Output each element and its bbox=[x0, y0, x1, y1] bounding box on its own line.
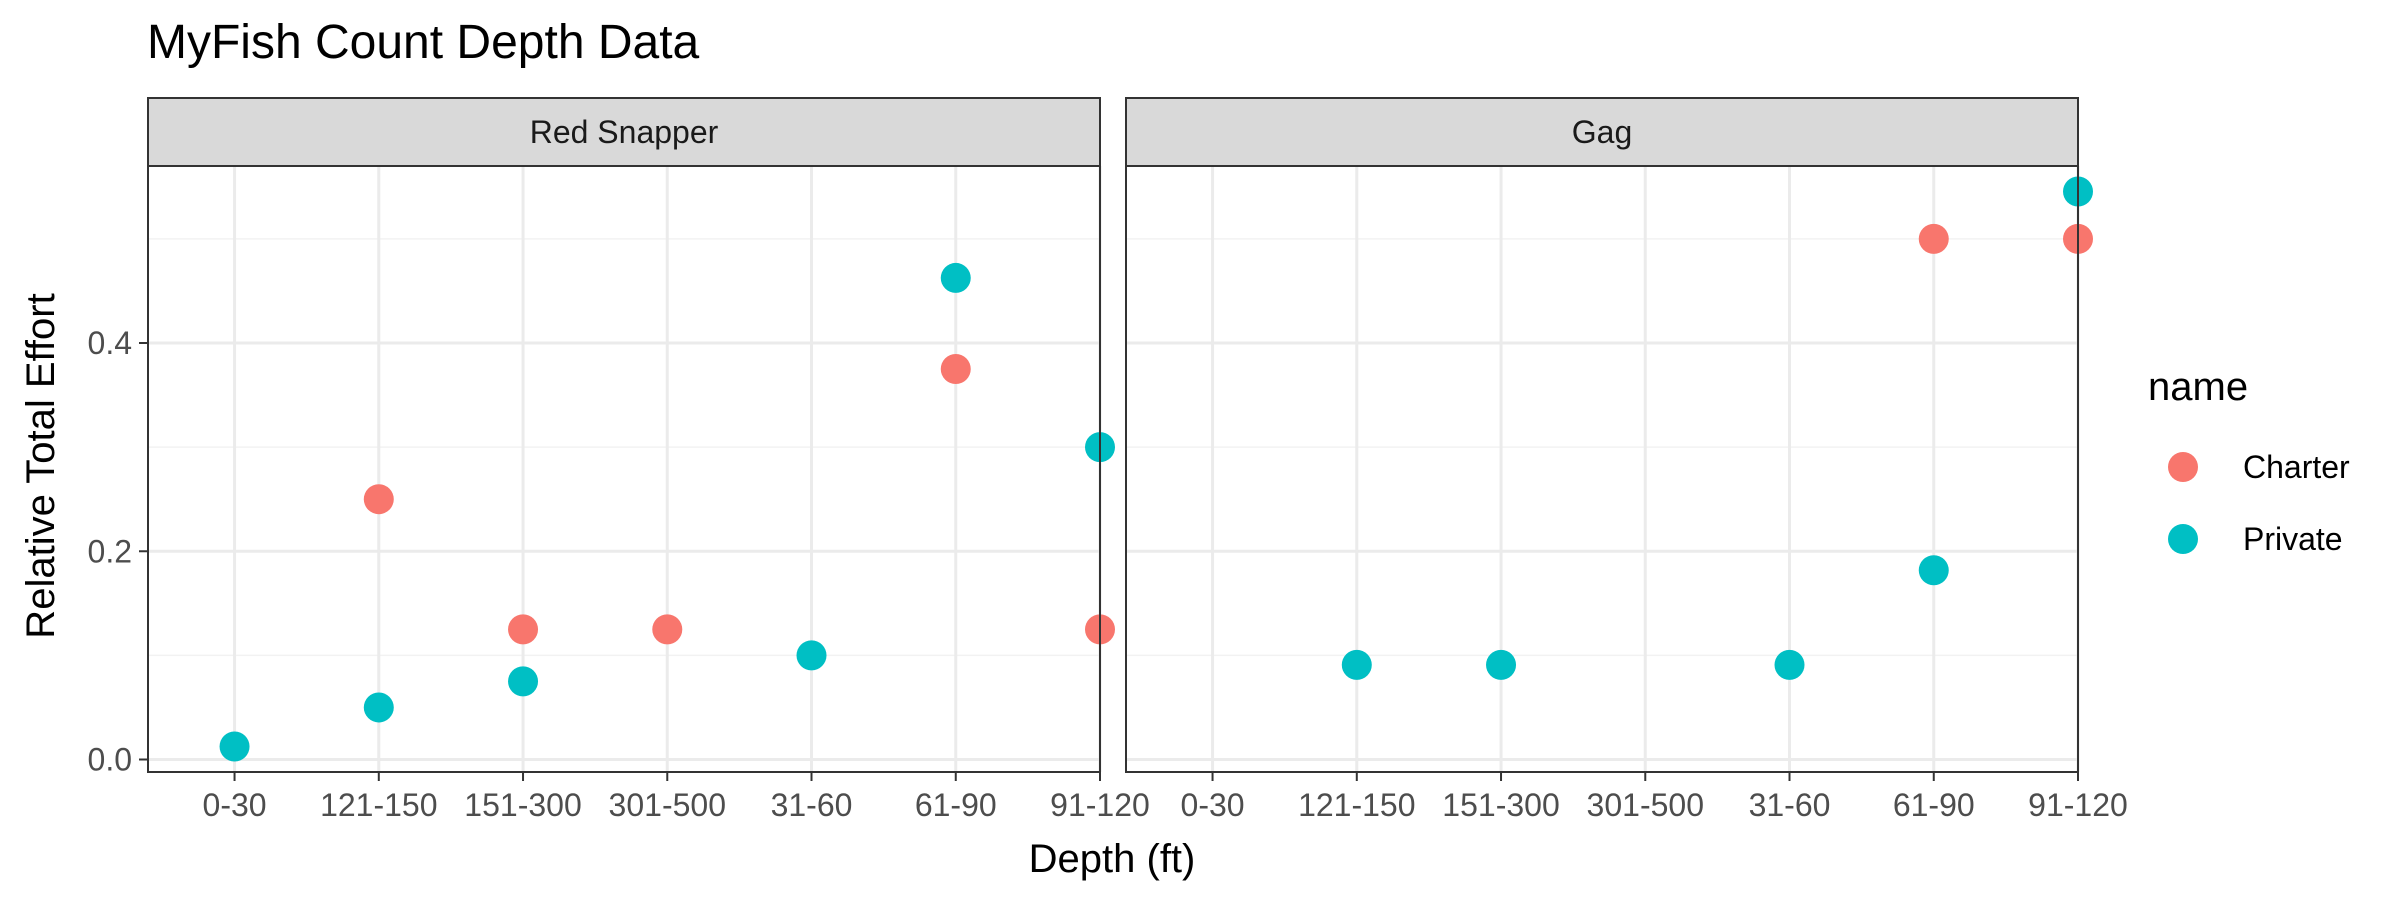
data-point-private bbox=[940, 262, 971, 293]
chart-title: MyFish Count Depth Data bbox=[147, 16, 700, 69]
data-point-private bbox=[508, 666, 539, 697]
data-point-private bbox=[219, 731, 250, 762]
data-point-charter bbox=[363, 484, 394, 515]
x-tick-label: 31-60 bbox=[1749, 787, 1831, 823]
y-tick-label: 0.4 bbox=[88, 325, 132, 361]
plot-background bbox=[148, 166, 1100, 772]
panel-border bbox=[1125, 165, 2079, 773]
data-point-private bbox=[1341, 649, 1372, 680]
panel-1: Red Snapper 0-30 121-150 151-300 301-500 31-6… bbox=[88, 97, 1150, 823]
x-tick-label: 121-150 bbox=[320, 787, 437, 823]
facet-strip-label: Red Snapper bbox=[530, 114, 719, 150]
legend-key-private bbox=[2168, 524, 2198, 554]
x-tick-label: 61-90 bbox=[915, 787, 997, 823]
panel-2: Gag 0-30 121-150 151-300 301-500 31-60 61-90 91… bbox=[1125, 97, 2128, 823]
x-tick-label: 301-500 bbox=[609, 787, 726, 823]
data-point-private bbox=[1918, 555, 1949, 586]
panels-layer: Red Snapper 0-30 121-150 151-300 301-500 31-6… bbox=[88, 97, 2128, 823]
data-point-charter bbox=[652, 614, 683, 645]
data-point-private bbox=[796, 640, 827, 671]
x-tick-label: 0-30 bbox=[203, 787, 267, 823]
legend: name Charter Private bbox=[2148, 365, 2350, 557]
x-tick-label: 151-300 bbox=[1442, 787, 1559, 823]
facet-strip bbox=[147, 97, 1101, 167]
data-point-charter bbox=[1918, 223, 1949, 254]
x-axis-label: Depth (ft) bbox=[1029, 837, 1196, 881]
x-tick-label: 91-120 bbox=[1050, 787, 1150, 823]
x-tick-label: 121-150 bbox=[1298, 787, 1415, 823]
legend-key-charter bbox=[2168, 452, 2198, 482]
y-axis-label: Relative Total Effort bbox=[19, 293, 63, 638]
data-point-private bbox=[1774, 649, 1805, 680]
panel-border bbox=[147, 165, 1101, 773]
plot-background bbox=[1126, 166, 2078, 772]
x-tick-label: 0-30 bbox=[1181, 787, 1245, 823]
x-tick-label: 151-300 bbox=[464, 787, 581, 823]
x-tick-label: 61-90 bbox=[1893, 787, 1975, 823]
y-tick-label: 0.2 bbox=[88, 533, 132, 569]
facet-strip bbox=[1125, 97, 2079, 167]
legend-label-private: Private bbox=[2243, 521, 2343, 557]
data-point-private bbox=[363, 692, 394, 723]
legend-label-charter: Charter bbox=[2243, 449, 2350, 485]
data-point-private bbox=[1486, 649, 1517, 680]
y-tick-label: 0.0 bbox=[88, 742, 132, 778]
x-tick-label: 31-60 bbox=[771, 787, 853, 823]
legend-title: name bbox=[2148, 365, 2248, 409]
facet-strip-label: Gag bbox=[1572, 114, 1632, 150]
data-point-charter bbox=[940, 354, 971, 385]
x-tick-label: 91-120 bbox=[2028, 787, 2128, 823]
data-point-charter bbox=[508, 614, 539, 645]
x-tick-label: 301-500 bbox=[1587, 787, 1704, 823]
